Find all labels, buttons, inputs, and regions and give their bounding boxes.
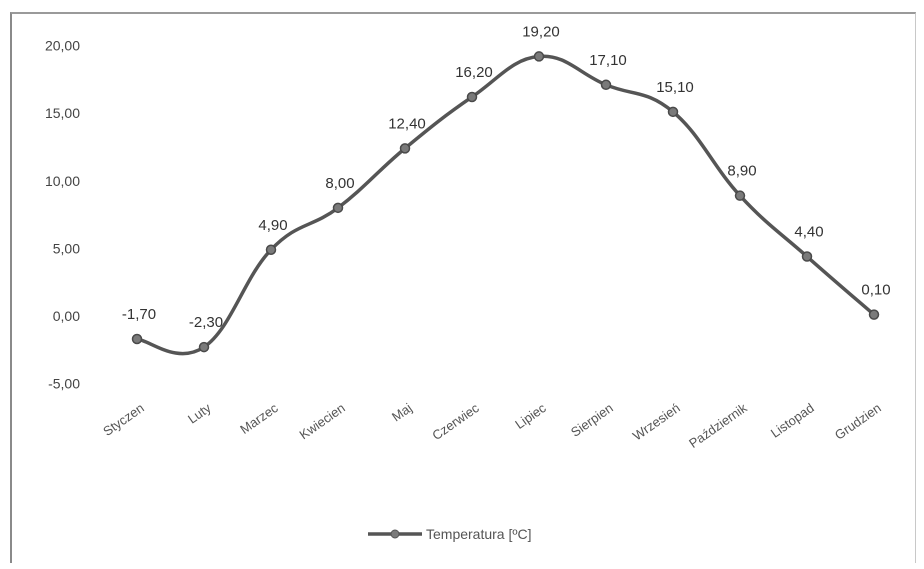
data-point	[198, 341, 210, 353]
data-point	[131, 333, 143, 345]
y-tick-label: 20,00	[45, 38, 80, 54]
data-point	[399, 143, 411, 154]
data-labels: -1,70 -2,30 4,90 8,00 12,40 16,20 19,20 17,10 15…	[122, 23, 891, 331]
x-tick-label: Maj	[389, 400, 415, 424]
y-axis-ticks: 20,00 15,00 10,00 5,00 0,00 -5,00	[45, 38, 80, 392]
x-tick-label: Grudzien	[832, 400, 884, 443]
data-label: -1,70	[122, 306, 156, 323]
y-tick-label: 5,00	[53, 240, 80, 256]
data-point	[801, 251, 813, 262]
data-label: 0,10	[861, 282, 890, 299]
data-label: 15,10	[656, 79, 694, 96]
y-tick-label: 10,00	[45, 173, 80, 189]
data-point	[600, 79, 612, 91]
y-tick-label: 0,00	[53, 308, 80, 324]
data-label: 4,90	[258, 217, 287, 234]
data-point	[466, 91, 478, 103]
x-tick-label: Listopad	[768, 400, 817, 440]
data-label: 17,10	[589, 52, 627, 69]
x-tick-label: Wrzesień	[630, 400, 683, 443]
x-tick-label: Luty	[185, 400, 214, 427]
data-label: 16,20	[455, 64, 493, 81]
data-label: 4,40	[794, 224, 823, 241]
x-tick-label: Kwiecien	[296, 400, 347, 442]
x-axis-ticks: Styczen Luty Marzec Kwiecien Maj Czerwiec Lipi…	[100, 400, 883, 451]
data-point	[667, 106, 679, 118]
legend-label: Temperatura [ºC]	[426, 526, 532, 542]
data-points	[131, 51, 880, 353]
x-tick-label: Sierpien	[568, 400, 616, 440]
y-tick-label: -5,00	[48, 376, 80, 392]
legend-point-marker	[390, 529, 400, 539]
data-point	[868, 309, 880, 320]
data-point	[533, 51, 545, 62]
x-tick-label: Lipiec	[512, 400, 549, 432]
legend: Temperatura [ºC]	[368, 526, 532, 542]
series-line-temperatura	[135, 54, 876, 356]
x-tick-label: Marzec	[237, 400, 281, 437]
data-label: 12,40	[388, 115, 426, 132]
x-tick-label: Czerwiec	[429, 400, 482, 443]
data-label: 8,00	[325, 175, 354, 192]
data-point	[734, 190, 746, 201]
data-point	[332, 202, 344, 214]
data-label: 19,20	[522, 23, 560, 40]
data-label: -2,30	[189, 314, 223, 331]
data-label: 8,90	[727, 163, 756, 180]
data-point	[265, 244, 277, 256]
y-tick-label: 15,00	[45, 105, 80, 121]
x-tick-label: Styczen	[100, 400, 146, 439]
x-tick-label: Październik	[686, 400, 750, 451]
